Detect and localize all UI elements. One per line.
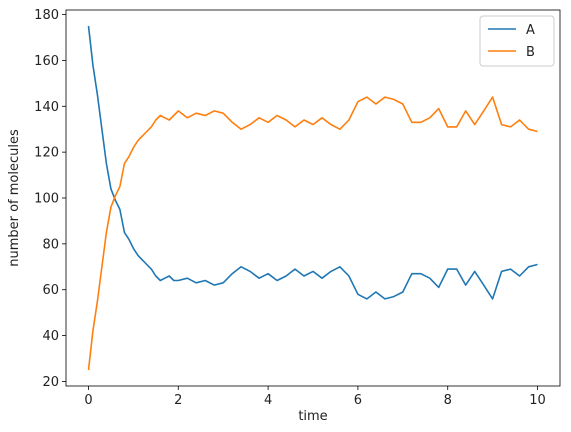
- x-tick-label: 2: [174, 393, 182, 408]
- legend-label-b: B: [526, 45, 535, 60]
- legend-label-a: A: [526, 23, 535, 38]
- x-tick-label: 10: [529, 393, 546, 408]
- y-tick-label: 80: [42, 237, 59, 252]
- x-axis-ticks: 0 2 4 6 8 10: [84, 386, 546, 408]
- x-axis-label: time: [298, 409, 327, 424]
- y-tick-label: 180: [34, 8, 59, 23]
- y-tick-label: 160: [34, 54, 59, 69]
- x-tick-label: 0: [84, 393, 92, 408]
- y-tick-label: 60: [42, 283, 59, 298]
- series-line-b: [87, 96, 538, 371]
- series-line-a: [87, 25, 538, 300]
- y-axis-ticks: 20 40 60 80 100 120 140 160 180: [34, 8, 66, 390]
- y-tick-label: 100: [34, 192, 59, 207]
- y-tick-label: 20: [42, 375, 59, 390]
- y-tick-label: 40: [42, 329, 59, 344]
- x-tick-label: 8: [444, 393, 452, 408]
- y-tick-label: 120: [34, 146, 59, 161]
- legend: A B: [479, 15, 555, 67]
- y-axis-label: number of molecules: [7, 129, 22, 267]
- y-tick-label: 140: [34, 100, 59, 115]
- x-tick-label: 6: [354, 393, 362, 408]
- legend-box: [479, 15, 555, 67]
- x-tick-label: 4: [264, 393, 272, 408]
- plot-area: [87, 25, 538, 371]
